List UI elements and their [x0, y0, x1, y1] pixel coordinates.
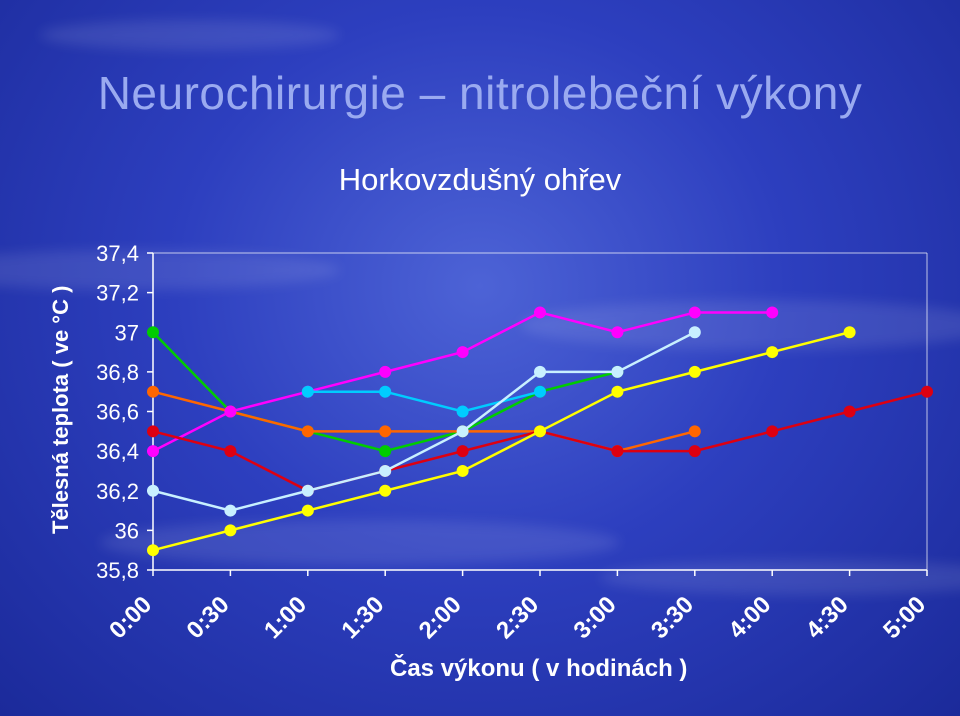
x-tick-label: 2:30	[491, 591, 544, 644]
data-point	[688, 326, 701, 339]
data-point	[379, 365, 392, 378]
data-point	[379, 385, 392, 398]
x-tick-label: 4:00	[723, 591, 776, 644]
data-point	[147, 544, 159, 557]
y-tick-label: 36,8	[96, 360, 139, 385]
chart-title: Horkovzdušný ohřev	[338, 162, 622, 197]
y-tick-label: 37,4	[96, 241, 139, 266]
data-point	[379, 425, 392, 438]
data-point	[688, 365, 701, 378]
x-tick-label: 3:30	[646, 591, 699, 644]
data-point	[224, 524, 237, 537]
series-line	[152, 390, 928, 493]
data-point	[301, 484, 314, 497]
y-tick-label: 36,6	[96, 400, 139, 425]
data-point	[147, 484, 159, 497]
data-point	[534, 365, 546, 378]
data-point	[456, 405, 469, 418]
data-point	[379, 484, 392, 497]
data-point	[379, 464, 392, 477]
data-point	[379, 445, 392, 458]
data-point	[301, 385, 314, 398]
data-point	[456, 346, 469, 359]
data-point	[611, 365, 624, 378]
data-point	[456, 425, 469, 438]
data-point	[147, 326, 159, 339]
data-point	[147, 385, 159, 398]
x-tick-label: 4:30	[801, 591, 854, 644]
data-point	[766, 346, 779, 359]
x-tick-label: 5:00	[878, 591, 931, 644]
series-line	[152, 331, 850, 552]
y-tick-label: 37,2	[96, 281, 139, 306]
page-title: Neurochirurgie – nitrolebeční výkony	[97, 67, 863, 119]
x-tick-label: 2:00	[414, 591, 467, 644]
data-point	[611, 385, 624, 398]
x-tick-label: 1:00	[259, 591, 312, 644]
data-point	[147, 425, 159, 438]
data-point	[456, 445, 469, 458]
data-point	[534, 425, 546, 438]
y-tick-label: 36,4	[96, 439, 139, 464]
x-tick-label: 0:00	[104, 591, 157, 644]
data-point	[301, 425, 314, 438]
y-tick-label: 36,2	[96, 479, 139, 504]
data-point	[921, 385, 933, 398]
data-point	[688, 445, 701, 458]
data-point	[147, 445, 159, 458]
series-line	[152, 331, 696, 512]
data-point	[611, 445, 624, 458]
data-point	[688, 306, 701, 319]
y-tick-label: 35,8	[96, 558, 139, 583]
data-point	[534, 306, 546, 319]
data-point	[688, 425, 701, 438]
y-tick-label: 37	[115, 320, 139, 345]
data-point	[301, 504, 314, 517]
x-tick-label: 0:30	[182, 591, 235, 644]
x-tick-label: 1:30	[336, 591, 389, 644]
data-point	[843, 326, 856, 339]
x-tick-label: 3:00	[569, 591, 622, 644]
data-point	[611, 326, 624, 339]
y-tick-label: 36	[115, 518, 139, 543]
data-point	[534, 385, 546, 398]
x-axis-label: Čas výkonu ( v hodinách )	[390, 655, 688, 682]
data-point	[224, 405, 237, 418]
data-point	[224, 504, 237, 517]
data-point	[843, 405, 856, 418]
data-point	[766, 306, 779, 319]
data-point	[766, 425, 779, 438]
data-point	[224, 445, 237, 458]
data-point	[456, 464, 469, 477]
